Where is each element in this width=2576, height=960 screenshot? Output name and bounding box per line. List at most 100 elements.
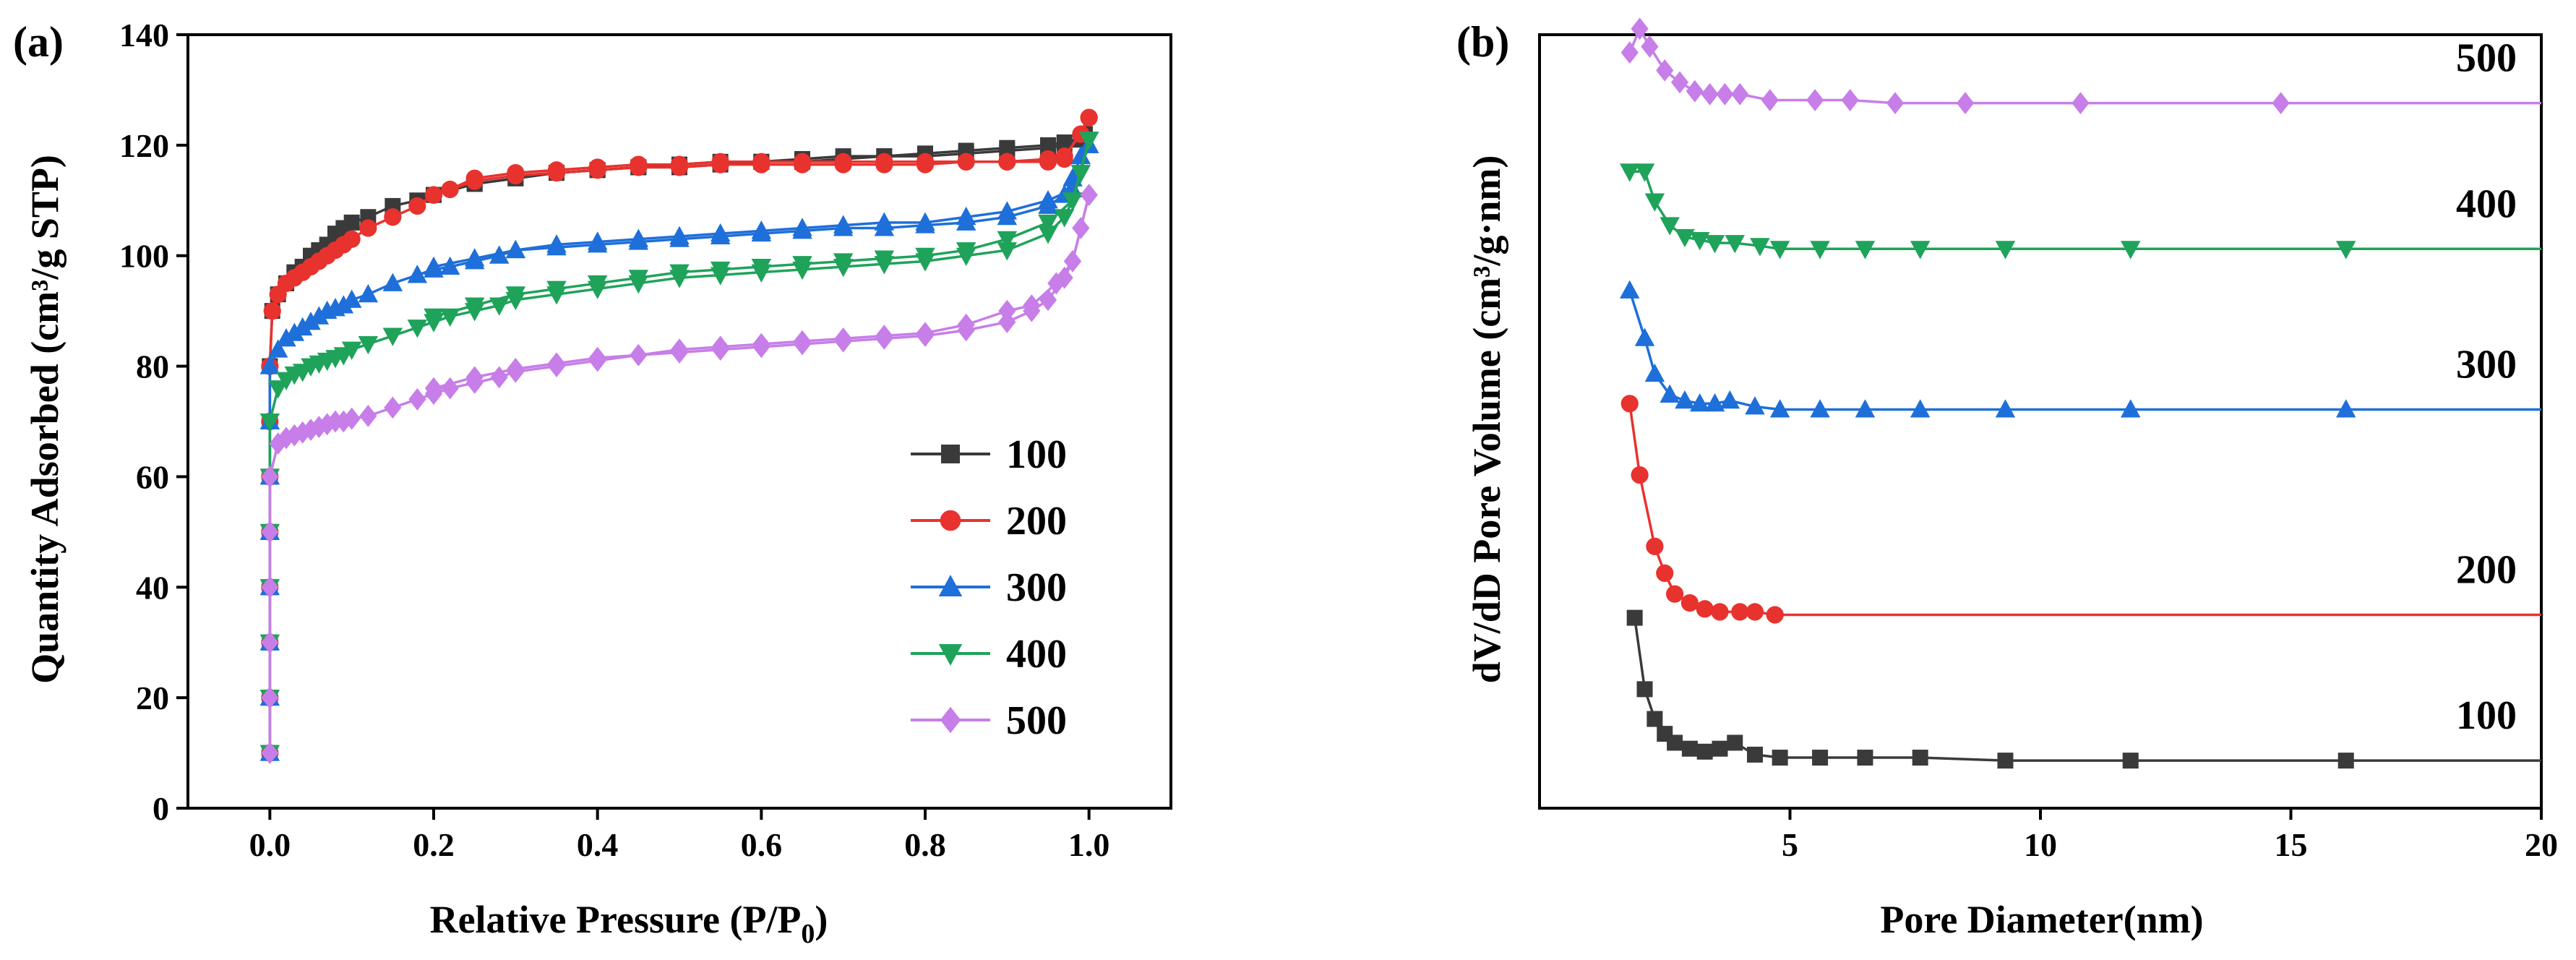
panel-b-point-100 <box>2337 753 2354 769</box>
panel-b-point-100 <box>1626 609 1643 626</box>
panel-a-point-300 <box>464 248 485 267</box>
panel-a-xtick-label: 0.4 <box>577 826 619 863</box>
panel-a-point-500 <box>588 346 606 369</box>
panel-a-plot: 0.0 0.2 0.4 0.6 0.8 1.0 0 20 40 60 80 100 120 140 100 2… <box>119 17 1172 863</box>
panel-a-point-200 <box>957 153 975 171</box>
panel-b-point-300 <box>1995 399 2016 418</box>
panel-a-point-300 <box>309 306 330 325</box>
legend-label-100: 100 <box>1006 432 1067 477</box>
panel-a-ytick-label: 140 <box>119 17 169 53</box>
panel-a-point-300 <box>267 339 288 358</box>
panel-b-series-400: 400 <box>1619 163 2541 260</box>
panel-a-point-200 <box>834 155 852 173</box>
panel-a-point-300 <box>505 239 526 259</box>
panel-a-point-200 <box>875 155 893 173</box>
panel-b-line-300 <box>1628 290 2541 411</box>
panel-b-point-200 <box>1656 564 1674 582</box>
panel-a-point-500 <box>793 330 812 353</box>
panel-a-point-300 <box>489 245 510 264</box>
panel-b-point-100 <box>1727 734 1743 751</box>
panel-a-xtick-label: 1.0 <box>1068 826 1110 863</box>
panel-b-point-100 <box>1772 750 1788 766</box>
panel-a-point-200 <box>630 158 648 176</box>
panel-a-point-500 <box>670 338 689 361</box>
panel-a-point-500 <box>1072 217 1090 239</box>
panel-a-point-500 <box>1039 288 1057 312</box>
panel-b-point-300 <box>1644 363 1665 382</box>
legend-label-300: 300 <box>1006 565 1067 610</box>
panel-a-point-400 <box>464 297 485 316</box>
panel-a-point-400 <box>956 242 976 261</box>
panel-a-point-200 <box>408 197 426 215</box>
panel-b-point-200 <box>1746 603 1764 621</box>
panel-a-point-500 <box>1080 184 1098 207</box>
legend-marker-300 <box>938 575 963 596</box>
panel-a-point-200 <box>441 180 459 199</box>
panel-a-point-200 <box>1080 108 1098 127</box>
panel-a-point-300 <box>382 273 403 291</box>
panel-b-point-500 <box>1620 41 1639 64</box>
panel-a-frame <box>186 33 1172 810</box>
panel-b-point-300 <box>1660 384 1680 403</box>
panel-a-point-200 <box>916 155 935 173</box>
panel-b-point-400 <box>1810 241 1830 260</box>
panel-a-point-500 <box>261 466 279 488</box>
panel-a-point-200 <box>752 155 770 173</box>
panel-a-point-500 <box>343 407 361 430</box>
panel-b-line-200 <box>1628 403 2541 617</box>
panel-a-point-500 <box>1023 294 1041 317</box>
panel-b-point-300 <box>2120 399 2141 418</box>
panel-a-point-400 <box>1054 209 1075 228</box>
panel-b-point-500 <box>1731 82 1749 106</box>
panel-b-point-100 <box>1746 746 1763 763</box>
panel-b-point-400 <box>1995 241 2016 260</box>
panel-a-xlabel-end: ) <box>815 898 828 941</box>
panel-b-point-500 <box>1670 71 1689 94</box>
panel-b-label: (b) <box>1456 18 1509 66</box>
panel-a-point-500 <box>957 313 975 336</box>
panel-a-point-300 <box>587 231 608 250</box>
panel-a-point-400 <box>358 336 379 355</box>
panel-b-series-500: 500 <box>1620 17 2541 115</box>
panel-a-point-300 <box>546 234 567 253</box>
panel-a-legend: 100 200 300 400 500 <box>911 432 1067 743</box>
panel-b-ylabel: dV/dD Pore Volume (cm³/g·nm) <box>1465 155 1508 684</box>
panel-a-point-500 <box>711 335 729 359</box>
panel-a-xlabel-sub: 0 <box>801 919 815 949</box>
panel-b-point-100 <box>2122 753 2139 769</box>
panel-a-desorption-line-300 <box>433 145 1091 268</box>
panel-a-point-200 <box>793 155 812 173</box>
panel-b-xtick-label: 5 <box>1782 826 1798 863</box>
panel-b-point-500 <box>1841 89 1859 111</box>
panel-a-point-200 <box>424 186 443 204</box>
panel-a-point-500 <box>261 575 279 599</box>
panel-a-ytick-label: 0 <box>153 790 169 827</box>
panel-a-point-300 <box>997 201 1018 220</box>
panel-a-point-400 <box>407 320 428 338</box>
legend-marker-100 <box>941 445 960 463</box>
panel-b-point-300 <box>1704 393 1725 412</box>
panel-b-point-100 <box>1712 740 1728 757</box>
panel-a-point-300 <box>259 356 280 374</box>
legend-entry-500: 500 <box>911 698 1067 743</box>
panel-a-ylabel: Quantity Adsorbed (cm³/g STP) <box>23 155 66 684</box>
panel-b-point-200 <box>1731 603 1749 621</box>
panel-a-point-500 <box>441 377 459 400</box>
panel-b-point-500 <box>1886 92 1905 115</box>
panel-a-point-400 <box>259 413 280 432</box>
panel-b-point-100 <box>1647 711 1663 727</box>
panel-b-point-100 <box>1696 743 1713 760</box>
panel-b-series-100: 100 <box>1626 609 2541 769</box>
panel-b-series-label-200: 200 <box>2456 548 2517 593</box>
legend-label-500: 500 <box>1006 698 1067 743</box>
panel-b-xtick-label: 15 <box>2275 826 2308 863</box>
panel-a-point-300 <box>792 218 812 236</box>
panel-b-point-400 <box>1725 235 1746 254</box>
panel-a-point-200 <box>263 302 281 320</box>
panel-b-point-300 <box>2335 399 2356 418</box>
panel-b-point-500 <box>1631 17 1649 40</box>
panel-a-point-300 <box>915 212 935 231</box>
panel-b-line-500 <box>1628 27 2541 105</box>
panel-a-point-300 <box>439 256 460 275</box>
